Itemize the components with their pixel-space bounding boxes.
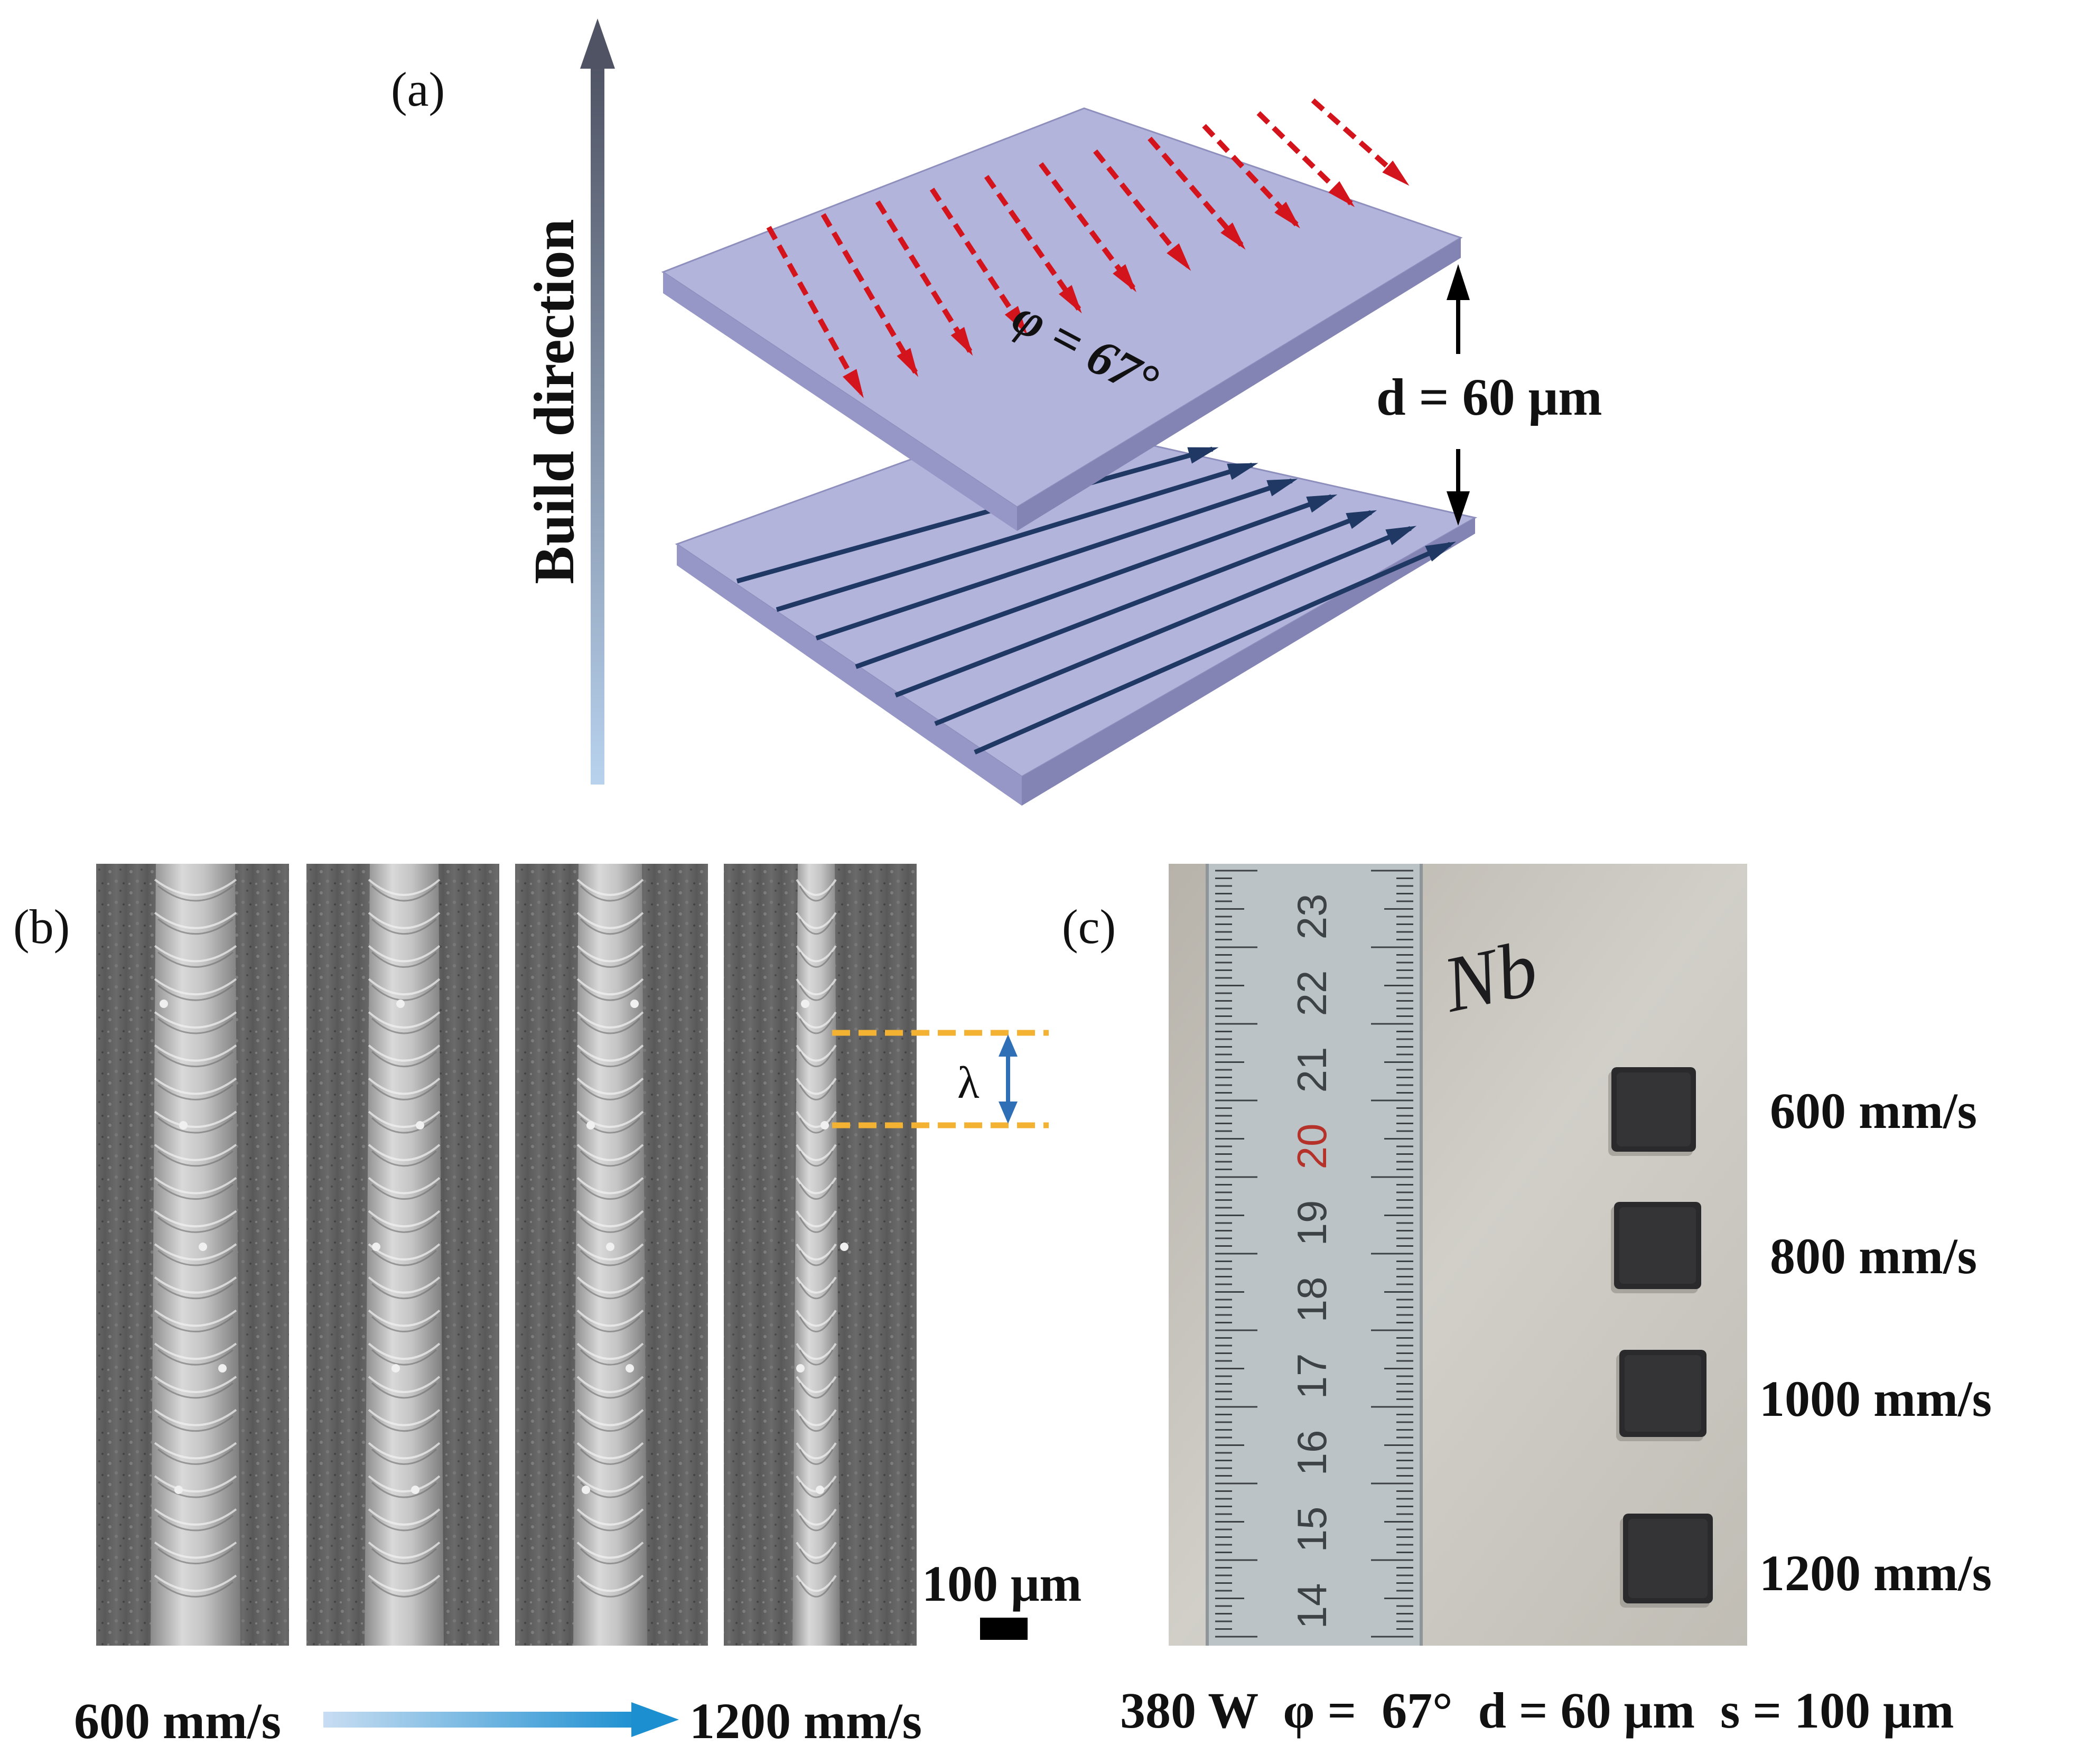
red-scan-track (875, 200, 973, 356)
build-direction-arrow-icon (580, 18, 615, 785)
blue-scan-track (934, 526, 1417, 726)
panel-b-label: (b) (13, 900, 70, 954)
panel-a-label: (a) (391, 62, 445, 116)
red-scan-track (766, 226, 864, 398)
parameters-label: 380 W φ = 67° d = 60 μm s = 100 μm (1120, 1682, 1954, 1739)
scale-bar-label: 100 μm (922, 1555, 1081, 1612)
ruler-number: 15 (1289, 1507, 1335, 1553)
handwritten-label: Nb (1435, 924, 1545, 1029)
ruler-ticks (1215, 870, 1413, 1638)
sample-cube (1611, 1202, 1701, 1293)
wavelength-symbol: λ (957, 1057, 980, 1108)
red-scan-track (984, 175, 1082, 314)
red-scan-track (929, 188, 1028, 335)
sample-speed-labels: 600 mm/s 800 mm/s 1000 mm/s 1200 mm/s (1759, 1082, 1992, 1601)
speed-start-label: 600 mm/s (74, 1693, 281, 1749)
blue-scan-track (855, 494, 1338, 669)
blue-scan-track (776, 462, 1258, 612)
blue-scan-track (894, 510, 1377, 698)
red-scan-track (1202, 124, 1300, 229)
sample-cube (1620, 1514, 1713, 1608)
ruler-number: 21 (1289, 1047, 1335, 1093)
sem-track-images (96, 864, 917, 1646)
upper-layer-plate (661, 107, 1463, 531)
panel-c: (c) 23 22 21 20 19 18 17 16 15 14 Nb 600 mm/s 800 … (1062, 864, 1992, 1739)
blue-scan-track (815, 478, 1298, 641)
red-scan-track (1093, 149, 1191, 271)
ruler-number: 23 (1289, 894, 1335, 940)
sem-image (515, 864, 708, 1646)
upper-scan-tracks (766, 98, 1410, 398)
build-direction-label: Build direction (523, 219, 586, 584)
scale-bar (980, 1618, 1028, 1640)
panel-a: (a) Build direction φ = 67° (391, 18, 1602, 806)
sample-cube (1616, 1350, 1706, 1441)
red-scan-track (1038, 162, 1136, 293)
blue-scan-track (736, 446, 1219, 584)
sample-speed-label: 1000 mm/s (1759, 1370, 1992, 1427)
sem-image (96, 864, 289, 1646)
ruler-number: 14 (1289, 1583, 1335, 1629)
ruler-numbers: 23 22 21 20 19 18 17 16 15 14 (1289, 894, 1335, 1629)
red-scan-track (1256, 111, 1355, 207)
red-scan-track (1311, 98, 1410, 186)
sample-cubes (1608, 1067, 1713, 1608)
ruler-number: 17 (1289, 1354, 1335, 1399)
sample-speed-label: 600 mm/s (1770, 1082, 1977, 1139)
sample-cube (1608, 1067, 1696, 1156)
speed-end-label: 1200 mm/s (689, 1693, 922, 1749)
sample-speed-label: 800 mm/s (1770, 1228, 1977, 1284)
red-scan-track (820, 213, 919, 377)
layer-gap-arrow-icon (1447, 264, 1470, 526)
red-scan-track (1148, 136, 1246, 250)
layer-thickness-label: d = 60 μm (1376, 368, 1602, 426)
wavelength-arrow-icon (999, 1034, 1018, 1124)
wavelength-guides (832, 1030, 1049, 1128)
lower-scan-tracks (736, 446, 1456, 755)
sample-photo: 23 22 21 20 19 18 17 16 15 14 Nb (1169, 864, 1747, 1646)
speed-gradient-arrow-icon (323, 1702, 679, 1737)
sem-image (724, 864, 917, 1646)
ruler (1207, 864, 1421, 1646)
ruler-number: 22 (1289, 970, 1335, 1016)
panel-b: (b) λ 100 μm 600 mm/s 1200 mm/s (13, 864, 1081, 1749)
panel-c-label: (c) (1062, 900, 1116, 954)
sample-speed-label: 1200 mm/s (1759, 1545, 1992, 1601)
sem-image (306, 864, 499, 1646)
blue-scan-track (974, 542, 1456, 755)
ruler-number: 20 (1289, 1124, 1335, 1170)
ruler-number: 16 (1289, 1430, 1335, 1476)
ruler-number: 19 (1289, 1200, 1335, 1246)
ruler-number: 18 (1289, 1277, 1335, 1323)
